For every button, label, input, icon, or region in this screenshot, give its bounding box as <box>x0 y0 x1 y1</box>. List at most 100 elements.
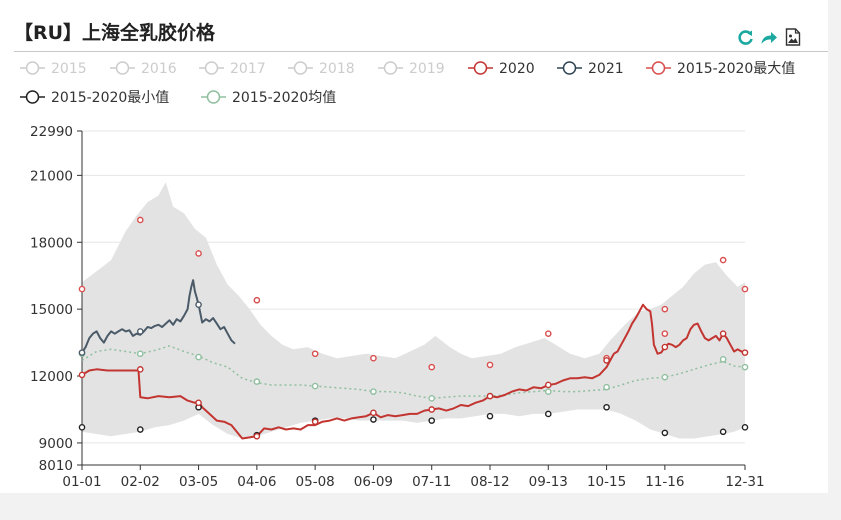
series-point-2021 <box>195 301 202 308</box>
restore-icon[interactable] <box>736 27 754 47</box>
legend-item-2017[interactable]: 2017 <box>199 61 266 77</box>
mean-point <box>311 382 319 390</box>
legend-marker <box>293 61 308 75</box>
legend-marker <box>562 61 577 75</box>
max-point <box>486 361 494 369</box>
legend-item-2020[interactable]: 2020 <box>468 61 535 77</box>
series-point-2020 <box>603 357 610 364</box>
axes: 8010 9000 12000 15000 18000 21000 22990 01-01 02… <box>30 124 765 490</box>
min-point <box>78 424 86 431</box>
min-point <box>486 412 494 420</box>
series-point-2020 <box>136 366 144 373</box>
mean-point <box>661 373 669 381</box>
save-image-icon[interactable] <box>784 27 802 47</box>
series-point-2021 <box>78 349 86 356</box>
y-tick-label: 18000 <box>30 235 73 251</box>
legend: 2015 2016 2017 2018 2019 2020 2021 2015-2020最大值… <box>20 61 795 106</box>
min-max-band <box>82 182 745 439</box>
series-point-2020 <box>486 392 494 400</box>
legend-marker <box>473 61 488 75</box>
legend-marker <box>383 61 398 75</box>
x-tick-label: 03-05 <box>179 474 218 490</box>
series-point-2020 <box>428 406 436 413</box>
min-point <box>136 426 144 433</box>
series-point-2021 <box>136 328 144 335</box>
series-points <box>78 216 749 440</box>
legend-label: 2019 <box>409 61 445 77</box>
legend-item-2015-2020最大值[interactable]: 2015-2020最大值 <box>646 61 795 77</box>
mean-point <box>253 378 261 385</box>
legend-marker <box>115 61 130 75</box>
mean-point <box>719 356 727 363</box>
max-point <box>78 285 86 293</box>
legend-label: 2015-2020均值 <box>232 90 336 106</box>
x-tick-label: 06-09 <box>354 474 393 490</box>
max-point <box>661 305 669 313</box>
x-tick-label: 07-11 <box>412 474 451 490</box>
min-point <box>370 416 377 423</box>
series-point-2020 <box>661 343 669 351</box>
min-point <box>719 428 727 436</box>
min-point <box>741 424 749 431</box>
x-tick-label: 09-13 <box>529 474 568 490</box>
bottom-margin <box>0 493 841 520</box>
legend-label: 2015-2020最大值 <box>677 61 795 77</box>
legend-item-2018[interactable]: 2018 <box>288 61 355 77</box>
mean-point <box>544 388 552 395</box>
legend-label: 2016 <box>141 61 177 77</box>
legend-label: 2020 <box>499 61 535 77</box>
min-point <box>428 417 436 424</box>
legend-item-2015-2020最小值[interactable]: 2015-2020最小值 <box>20 90 169 106</box>
max-point <box>741 285 749 293</box>
chart-toolbox <box>736 27 802 47</box>
legend-item-2015[interactable]: 2015 <box>20 61 87 77</box>
legend-item-2021[interactable]: 2021 <box>557 61 624 77</box>
legend-label: 2015 <box>51 61 87 77</box>
right-margin <box>828 0 841 520</box>
y-tick-label: 8010 <box>39 458 73 474</box>
y-tick-label: 12000 <box>30 369 73 385</box>
max-point <box>136 216 144 224</box>
max-point <box>195 250 202 257</box>
series-point-2020 <box>78 371 86 379</box>
band-area <box>82 182 745 439</box>
x-tick-label: 12-31 <box>725 474 764 490</box>
min-point <box>544 410 552 418</box>
x-tick-label: 11-16 <box>645 474 684 490</box>
legend-label: 2015-2020最小值 <box>51 90 169 106</box>
series-line-2021 <box>81 279 236 354</box>
series-point-2020 <box>741 349 749 356</box>
title-divider <box>14 51 828 52</box>
max-point <box>661 330 669 337</box>
share-icon[interactable] <box>760 27 778 47</box>
legend-item-2015-2020均值[interactable]: 2015-2020均值 <box>201 90 336 106</box>
mean-point <box>136 350 144 358</box>
y-tick-label: 15000 <box>30 302 73 318</box>
x-tick-label: 10-15 <box>587 474 626 490</box>
legend-marker <box>204 61 219 75</box>
y-tick-label: 9000 <box>39 436 73 452</box>
mean-point <box>603 383 610 391</box>
min-point <box>603 403 610 411</box>
series-point-2020 <box>253 432 261 440</box>
legend-item-2016[interactable]: 2016 <box>110 61 177 77</box>
x-tick-label: 04-06 <box>237 474 276 490</box>
mean-point <box>370 388 377 395</box>
mean-point <box>195 353 202 361</box>
max-point <box>370 354 377 362</box>
legend-marker <box>206 90 221 104</box>
mean-point <box>428 395 436 402</box>
legend-marker <box>651 61 666 75</box>
series-point-2020 <box>370 409 377 417</box>
series-point-2020 <box>719 330 727 337</box>
chart-title: 【RU】上海全乳胶价格 <box>14 22 216 44</box>
min-point <box>661 429 669 437</box>
mean-point <box>741 363 749 371</box>
legend-label: 2021 <box>588 61 624 77</box>
series-point-2020 <box>195 399 202 407</box>
max-point <box>428 363 436 371</box>
max-point <box>253 296 261 304</box>
legend-item-2019[interactable]: 2019 <box>378 61 445 77</box>
x-tick-label: 05-08 <box>296 474 335 490</box>
